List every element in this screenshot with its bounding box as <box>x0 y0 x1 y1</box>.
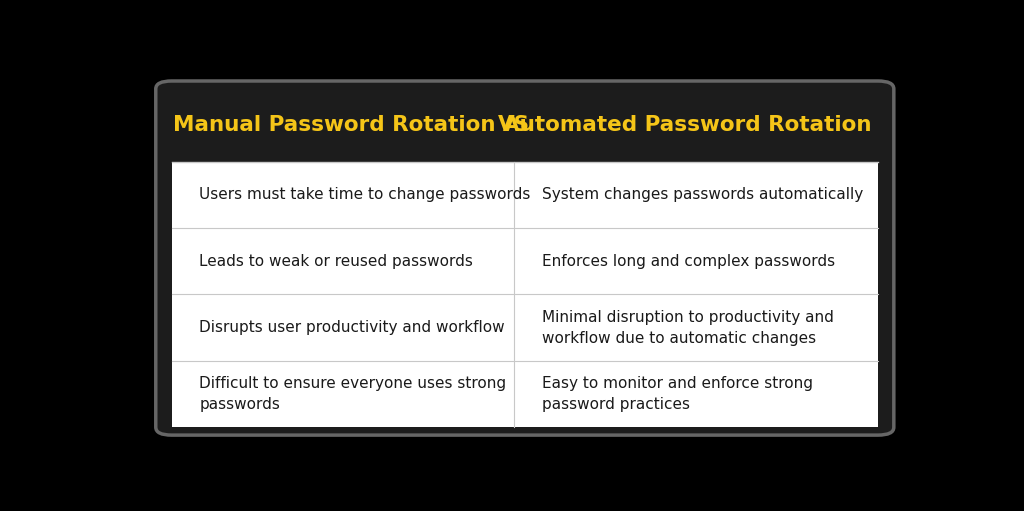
Text: Automated Password Rotation: Automated Password Rotation <box>503 115 871 135</box>
Bar <box>172 161 878 427</box>
Text: Users must take time to change passwords: Users must take time to change passwords <box>200 188 530 202</box>
Text: Enforces long and complex passwords: Enforces long and complex passwords <box>542 254 836 269</box>
Text: System changes passwords automatically: System changes passwords automatically <box>542 188 863 202</box>
Text: Disrupts user productivity and workflow: Disrupts user productivity and workflow <box>200 320 505 335</box>
Text: Difficult to ensure everyone uses strong
passwords: Difficult to ensure everyone uses strong… <box>200 376 507 412</box>
Text: Manual Password Rotation: Manual Password Rotation <box>173 115 496 135</box>
FancyBboxPatch shape <box>156 81 894 435</box>
Text: Minimal disruption to productivity and
workflow due to automatic changes: Minimal disruption to productivity and w… <box>542 310 834 345</box>
Text: Easy to monitor and enforce strong
password practices: Easy to monitor and enforce strong passw… <box>542 376 813 412</box>
Text: Leads to weak or reused passwords: Leads to weak or reused passwords <box>200 254 473 269</box>
Text: VS: VS <box>498 115 530 135</box>
